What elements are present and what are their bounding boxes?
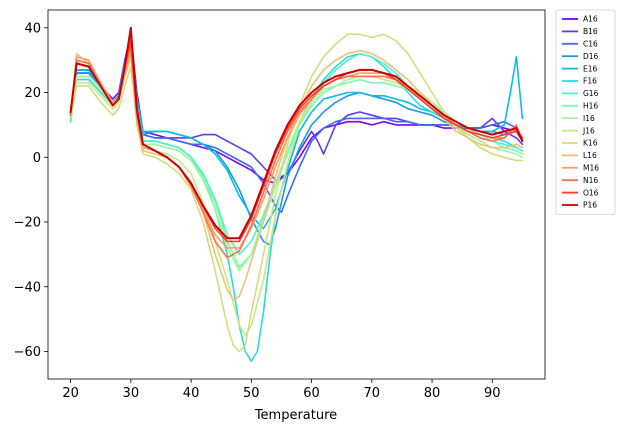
legend-label-a16: A16 [583,15,598,24]
series-layer [69,26,524,363]
plot-frame [47,9,546,380]
y-tick-label: 40 [24,21,41,36]
series-line-k16 [69,33,524,353]
legend-label-l16: L16 [583,151,597,160]
y-tick-label: −40 [14,280,41,295]
x-tick-label: 30 [123,386,140,401]
legend-label-i16: I16 [583,114,595,123]
x-tick-label: 50 [243,386,260,401]
series-line-p16 [69,26,524,240]
x-tick-label: 20 [62,386,79,401]
legend-label-m16: M16 [583,164,599,173]
y-tick-label: 20 [24,86,41,101]
x-tick-label: 40 [183,386,200,401]
y-tick-label: −60 [14,345,41,360]
legend-label-p16: P16 [583,201,597,210]
legend-label-n16: N16 [583,176,598,185]
legend-label-f16: F16 [583,77,597,86]
legend-label-o16: O16 [583,188,599,197]
legend-label-c16: C16 [583,40,598,49]
x-tick-label: 60 [303,386,320,401]
legend: A16 B16 C16 D16 E16 F16 G16 H16 I16 J16 K16 L16 M16 N… [555,9,616,215]
legend-label-e16: E16 [583,64,598,73]
legend-label-k16: K16 [583,139,598,148]
legend-label-j16: J16 [582,126,595,135]
legend-label-g16: G16 [583,89,599,98]
legend-label-d16: D16 [583,52,599,61]
x-tick-label: 90 [484,386,501,401]
x-axis-title: Temperature [254,408,337,423]
x-axis: 20 30 40 50 60 70 80 90 [62,379,501,401]
legend-label-b16: B16 [583,27,598,36]
y-axis: −60 −40 −20 0 20 40 [14,21,48,360]
legend-frame [555,9,616,215]
plot-area [48,10,545,379]
y-tick-label: 0 [33,151,41,166]
y-tick-label: −20 [14,216,41,231]
series-line-o16 [69,39,524,243]
x-tick-label: 80 [424,386,441,401]
x-tick-label: 70 [364,386,381,401]
legend-label-h16: H16 [583,102,598,111]
